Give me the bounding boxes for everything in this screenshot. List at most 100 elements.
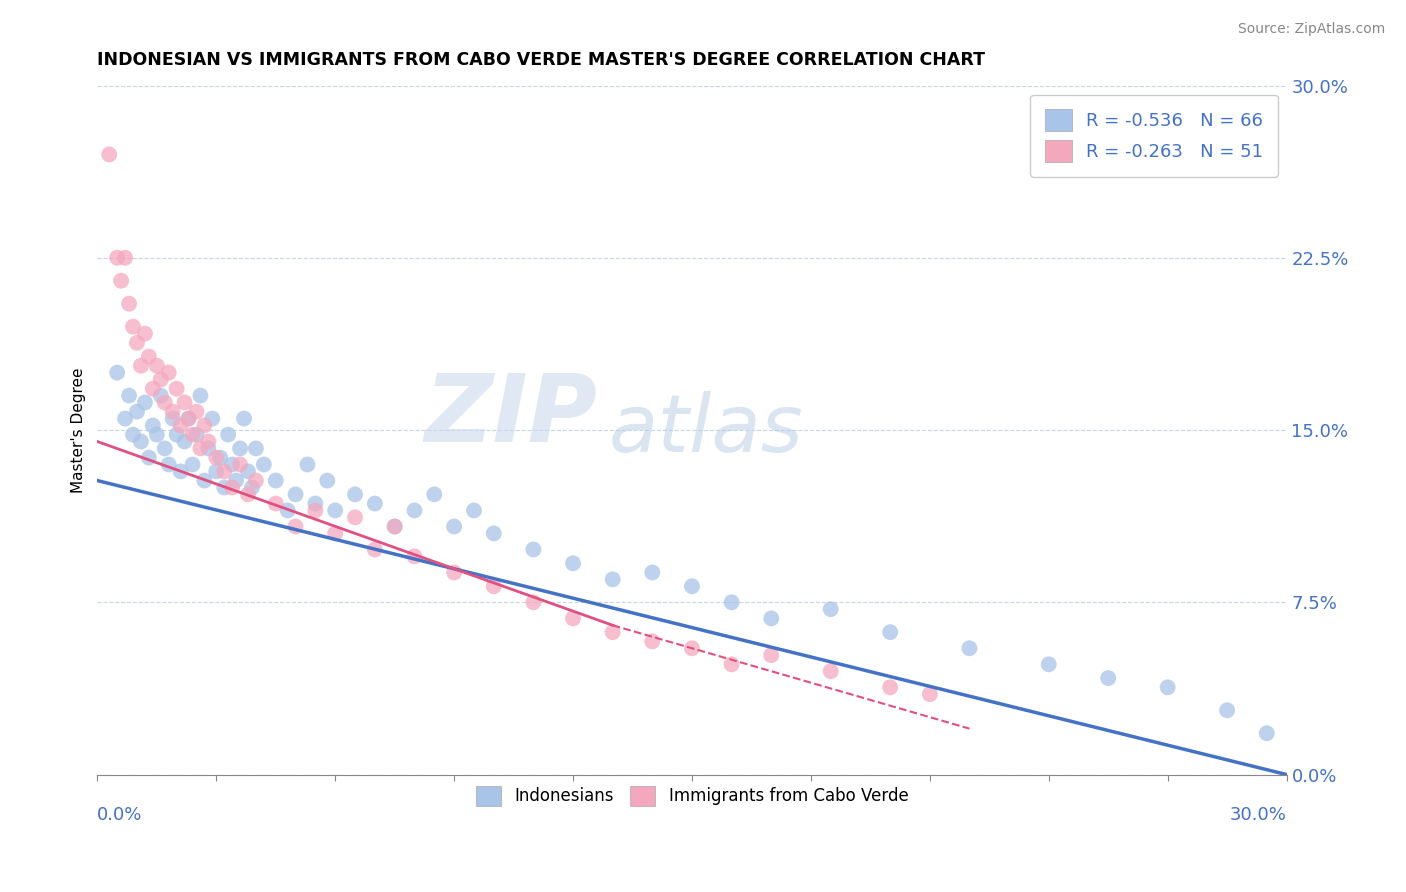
Point (761, 648, 783, 662)
Text: Source: ZipAtlas.com: Source: ZipAtlas.com (1237, 22, 1385, 37)
Point (205, 450, 228, 465)
Point (129, 434, 152, 449)
Point (110, 274, 132, 288)
Point (153, 395, 176, 409)
Point (384, 519, 406, 533)
Point (562, 611, 585, 625)
Point (122, 427, 145, 442)
Point (820, 602, 842, 616)
Point (1097, 671, 1119, 685)
Point (197, 434, 219, 449)
Point (384, 519, 406, 533)
Point (114, 251, 136, 265)
Point (162, 405, 184, 419)
Point (229, 458, 252, 472)
Point (297, 458, 319, 472)
Point (284, 487, 307, 501)
Point (190, 442, 212, 456)
Point (157, 366, 180, 380)
Point (190, 388, 212, 402)
Point (323, 503, 346, 517)
Point (1216, 703, 1239, 717)
Point (225, 474, 247, 488)
Point (125, 405, 148, 419)
Point (404, 503, 426, 517)
Point (209, 450, 232, 465)
Point (443, 566, 465, 580)
Point (162, 411, 184, 425)
Point (264, 474, 287, 488)
Point (562, 556, 585, 570)
Point (146, 359, 169, 373)
Point (173, 434, 195, 449)
Point (879, 681, 901, 695)
Point (221, 458, 243, 472)
Point (959, 641, 981, 656)
Point (212, 464, 235, 478)
Point (125, 335, 148, 350)
Point (277, 503, 299, 517)
Y-axis label: Master's Degree: Master's Degree (72, 368, 86, 492)
Point (236, 487, 259, 501)
Text: 0.0%: 0.0% (97, 805, 143, 823)
Point (149, 388, 172, 402)
Text: INDONESIAN VS IMMIGRANTS FROM CABO VERDE MASTER'S DEGREE CORRELATION CHART: INDONESIAN VS IMMIGRANTS FROM CABO VERDE… (97, 51, 986, 69)
Point (166, 382, 188, 396)
Point (142, 382, 165, 396)
Point (134, 395, 156, 409)
Point (344, 510, 367, 524)
Point (149, 372, 172, 386)
Text: atlas: atlas (609, 391, 803, 469)
Point (245, 442, 267, 456)
Point (134, 326, 156, 341)
Point (105, 251, 128, 265)
Point (245, 474, 267, 488)
Text: ZIP: ZIP (425, 370, 596, 462)
Point (304, 497, 326, 511)
Point (122, 319, 145, 334)
Point (641, 634, 664, 648)
Point (129, 359, 152, 373)
Point (761, 611, 783, 625)
Point (364, 542, 387, 557)
Point (205, 464, 228, 478)
Point (443, 519, 465, 533)
Point (264, 497, 287, 511)
Point (681, 579, 703, 593)
Text: 30.0%: 30.0% (1230, 805, 1286, 823)
Point (404, 549, 426, 564)
Point (820, 664, 842, 678)
Point (364, 497, 387, 511)
Point (114, 411, 136, 425)
Point (166, 427, 188, 442)
Point (720, 657, 742, 672)
Legend: Indonesians, Immigrants from Cabo Verde: Indonesians, Immigrants from Cabo Verde (467, 778, 917, 814)
Point (316, 474, 339, 488)
Point (153, 442, 176, 456)
Point (177, 411, 200, 425)
Point (186, 405, 208, 419)
Point (344, 487, 367, 501)
Point (681, 641, 703, 656)
Point (217, 427, 239, 442)
Point (118, 388, 141, 402)
Point (423, 487, 446, 501)
Point (284, 519, 307, 533)
Point (522, 542, 544, 557)
Point (602, 572, 624, 586)
Point (212, 480, 235, 494)
Point (253, 458, 276, 472)
Point (879, 625, 901, 640)
Point (138, 350, 160, 364)
Point (181, 427, 204, 442)
Point (177, 411, 200, 425)
Point (482, 526, 505, 541)
Point (118, 296, 141, 310)
Point (229, 442, 252, 456)
Point (641, 566, 664, 580)
Point (105, 366, 128, 380)
Point (522, 595, 544, 609)
Point (236, 464, 259, 478)
Point (169, 464, 191, 478)
Point (482, 579, 505, 593)
